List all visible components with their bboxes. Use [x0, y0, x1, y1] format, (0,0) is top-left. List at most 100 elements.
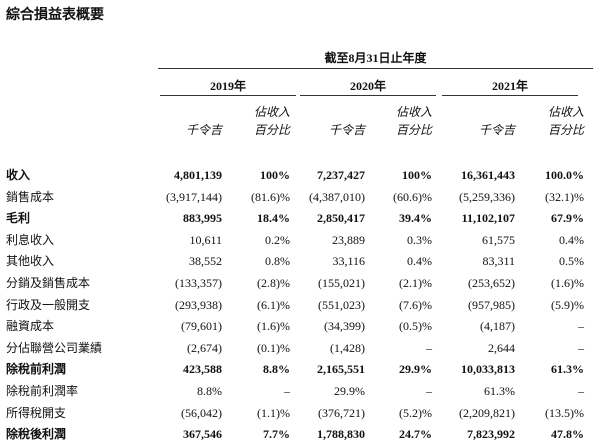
- amount-cell: (133,357): [175, 276, 222, 290]
- pct-cell: 39.4%: [399, 211, 432, 226]
- amount-cell: 29.9%: [334, 384, 365, 398]
- amount-cell: (79,601): [181, 319, 222, 334]
- row-label: 所得稅開支: [6, 405, 67, 420]
- rule: [158, 68, 593, 69]
- pct-cell: 7.7%: [263, 427, 290, 442]
- amount-cell: 423,588: [183, 362, 222, 377]
- pct-cell: 0.5%: [559, 254, 584, 269]
- row-label: 除稅前利潤: [6, 362, 67, 377]
- row-label: 分銷及銷售成本: [6, 276, 91, 290]
- amount-cell: (551,023): [318, 297, 365, 312]
- pct-cell: (0.5)%: [399, 319, 432, 334]
- amount-cell: 10,033,813: [461, 362, 515, 377]
- year-header: 2021年: [491, 79, 528, 93]
- pct-cell: (5.2)%: [399, 405, 432, 420]
- pct-cell: (1.1)%: [257, 405, 290, 420]
- pct-cell: (1.6)%: [551, 276, 584, 290]
- amount-cell: 11,102,107: [461, 211, 515, 226]
- row-label: 融資成本: [6, 319, 55, 334]
- pct-header: 百分比: [395, 123, 432, 137]
- pct-header: 百分比: [547, 123, 584, 137]
- pct-cell: 100%: [402, 168, 432, 182]
- amount-cell: (1,428): [330, 340, 365, 355]
- pct-cell: 18.4%: [257, 211, 290, 226]
- amount-cell: 367,546: [183, 427, 222, 442]
- amount-cell: (4,187): [480, 319, 515, 334]
- row-label: 收入: [6, 168, 31, 182]
- row-label: 銷售成本: [6, 189, 55, 204]
- pct-header: 佔收入: [395, 105, 432, 119]
- pct-header: 佔收入: [253, 105, 290, 119]
- pct-cell: –: [578, 340, 584, 355]
- pct-header: 百分比: [253, 123, 290, 137]
- pct-cell: (2.1)%: [399, 276, 432, 290]
- amount-cell: (2,209,821): [459, 405, 515, 420]
- amount-cell: 883,995: [183, 211, 222, 226]
- title: 綜合損益表概要: [6, 8, 104, 23]
- pct-cell: –: [578, 319, 584, 334]
- row-label: 除稅前利潤率: [6, 384, 79, 398]
- amount-cell: 4,801,139: [174, 168, 222, 182]
- pct-cell: 0.4%: [407, 254, 432, 269]
- period-header: 截至8月31日止年度: [324, 51, 427, 65]
- pct-cell: (7.6)%: [399, 297, 432, 312]
- pct-cell: (0.1)%: [257, 340, 290, 355]
- rule: [300, 95, 436, 96]
- amount-cell: (56,042): [181, 405, 222, 420]
- amount-cell: 23,889: [332, 232, 365, 247]
- row-label: 毛利: [6, 211, 31, 226]
- amount-cell: (253,652): [468, 276, 515, 290]
- amount-cell: (5,259,336): [459, 189, 515, 204]
- pct-cell: –: [426, 384, 432, 398]
- pct-cell: –: [578, 384, 584, 398]
- pct-cell: (1.6)%: [257, 319, 290, 334]
- pct-cell: 0.4%: [559, 232, 584, 247]
- row-label: 分佔聯營公司業績: [6, 340, 103, 355]
- amount-cell: 8.8%: [197, 384, 222, 398]
- amount-cell: (34,399): [324, 319, 365, 334]
- amount-cell: 10,611: [189, 232, 222, 247]
- amount-cell: 7,237,427: [317, 168, 365, 182]
- pct-cell: 8.8%: [263, 362, 290, 377]
- unit-header: 千令吉: [185, 123, 222, 137]
- amount-cell: 83,311: [482, 254, 515, 269]
- amount-cell: (3,917,144): [166, 189, 222, 204]
- amount-cell: 38,552: [189, 254, 222, 269]
- amount-cell: (4,387,010): [309, 189, 365, 204]
- amount-cell: 61.3%: [484, 384, 515, 398]
- amount-cell: 61,575: [482, 232, 515, 247]
- rule: [160, 95, 296, 96]
- amount-cell: (2,674): [187, 340, 222, 355]
- pct-cell: (2.8)%: [257, 276, 290, 290]
- amount-cell: 1,788,830: [317, 427, 365, 442]
- pct-cell: (13.5)%: [545, 405, 584, 420]
- amount-cell: 16,361,443: [461, 168, 515, 182]
- pct-cell: 100.0%: [545, 168, 584, 182]
- pct-cell: (6.1)%: [257, 297, 290, 312]
- row-label: 其他收入: [6, 254, 55, 269]
- amount-cell: 7,823,992: [467, 427, 515, 442]
- pct-cell: (5.9)%: [551, 297, 584, 312]
- pct-cell: 0.8%: [265, 254, 290, 269]
- rule: [442, 95, 578, 96]
- amount-cell: (155,021): [318, 276, 365, 290]
- amount-cell: (957,985): [468, 297, 515, 312]
- unit-header: 千令吉: [328, 123, 365, 137]
- pct-cell: –: [284, 384, 290, 398]
- pct-cell: –: [426, 340, 432, 355]
- pct-cell: (60.6)%: [393, 189, 432, 204]
- pct-cell: (32.1)%: [545, 189, 584, 204]
- amount-cell: 2,165,551: [317, 362, 365, 377]
- row-label: 除稅後利潤: [6, 427, 67, 442]
- year-header: 2020年: [349, 79, 386, 93]
- amount-cell: (376,721): [318, 405, 365, 420]
- amount-cell: 2,850,417: [317, 211, 365, 226]
- year-header: 2019年: [209, 79, 246, 93]
- pct-cell: 0.3%: [407, 232, 432, 247]
- amount-cell: 33,116: [332, 254, 365, 269]
- pct-cell: 61.3%: [551, 362, 584, 377]
- amount-cell: 2,644: [488, 340, 515, 355]
- pct-cell: 24.7%: [399, 427, 432, 442]
- pct-cell: (81.6)%: [251, 189, 290, 204]
